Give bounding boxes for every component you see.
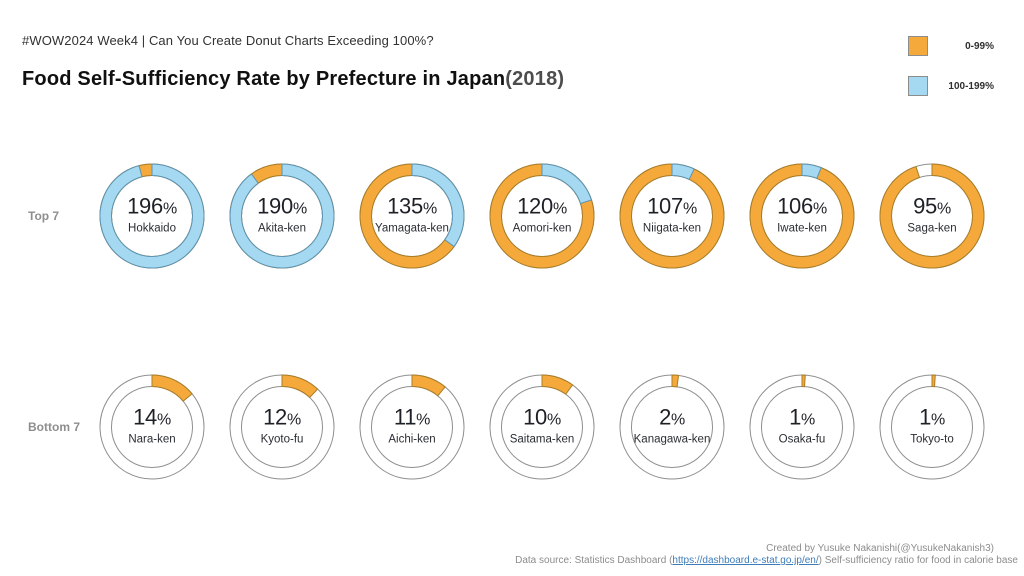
- donut-niigata-ken[interactable]: 107% Niigata-ken: [617, 161, 727, 271]
- donut-kyoto-fu[interactable]: 12% Kyoto-fu: [227, 372, 337, 482]
- donut-yamagata-ken[interactable]: 135% Yamagata-ken: [357, 161, 467, 271]
- data-source-prefix: Data source: Statistics Dashboard (: [515, 555, 673, 566]
- donut-ring: [749, 374, 855, 480]
- donut-ring: [359, 374, 465, 480]
- footer: Created by Yusuke Nakanishi(@YusukeNakan…: [515, 543, 1018, 567]
- legend-item-100-199[interactable]: 100-199%: [908, 75, 994, 97]
- donut-ring: [229, 374, 335, 480]
- donut-ring: [619, 163, 725, 269]
- donut-ring: [359, 163, 465, 269]
- donut-saitama-ken[interactable]: 10% Saitama-ken: [487, 372, 597, 482]
- color-legend: 0-99% 100-199%: [908, 35, 994, 115]
- challenge-subtitle: #WOW2024 Week4 | Can You Create Donut Ch…: [22, 33, 434, 48]
- donut-ring: [879, 163, 985, 269]
- donut-ring: [489, 374, 595, 480]
- donut-aichi-ken[interactable]: 11% Aichi-ken: [357, 372, 467, 482]
- donut-ring: [99, 163, 205, 269]
- page-title: Food Self-Sufficiency Rate by Prefecture…: [22, 68, 564, 91]
- donut-saga-ken[interactable]: 95% Saga-ken: [877, 161, 987, 271]
- legend-label-100-199: 100-199%: [948, 80, 994, 92]
- donut-iwate-ken[interactable]: 106% Iwate-ken: [747, 161, 857, 271]
- legend-label-0-99: 0-99%: [965, 40, 994, 52]
- row-label-top7: Top 7: [28, 209, 60, 223]
- page-title-year: (2018): [505, 68, 565, 90]
- donut-ring: [879, 374, 985, 480]
- donut-row-bottom7: 14% Nara-ken 12% Kyoto-fu 11% Aichi-ken 10% Sai…: [97, 372, 987, 482]
- data-source-suffix: ) Self-sufficiency ratio for food in cal…: [818, 555, 1018, 566]
- donut-ring: [619, 374, 725, 480]
- legend-swatch-blue[interactable]: [908, 76, 928, 96]
- donut-row-top7: 196% Hokkaido 190% Akita-ken 135% Yamagata-ke…: [97, 161, 987, 271]
- author-credit: Created by Yusuke Nakanishi(@YusukeNakan…: [766, 543, 994, 554]
- row-label-bottom7: Bottom 7: [28, 420, 80, 434]
- page-title-main: Food Self-Sufficiency Rate by Prefecture…: [22, 68, 506, 90]
- data-source-note: Data source: Statistics Dashboard (https…: [515, 555, 1018, 567]
- donut-akita-ken[interactable]: 190% Akita-ken: [227, 161, 337, 271]
- legend-item-0-99[interactable]: 0-99%: [908, 35, 994, 57]
- donut-ring: [229, 163, 335, 269]
- donut-kanagawa-ken[interactable]: 2% Kanagawa-ken: [617, 372, 727, 482]
- donut-nara-ken[interactable]: 14% Nara-ken: [97, 372, 207, 482]
- donut-osaka-fu[interactable]: 1% Osaka-fu: [747, 372, 857, 482]
- donut-hokkaido[interactable]: 196% Hokkaido: [97, 161, 207, 271]
- data-source-link[interactable]: https://dashboard.e-stat.go.jp/en/: [672, 555, 819, 566]
- donut-ring: [489, 163, 595, 269]
- donut-ring: [99, 374, 205, 480]
- legend-swatch-orange[interactable]: [908, 36, 928, 56]
- donut-aomori-ken[interactable]: 120% Aomori-ken: [487, 161, 597, 271]
- donut-ring: [749, 163, 855, 269]
- donut-tokyo-to[interactable]: 1% Tokyo-to: [877, 372, 987, 482]
